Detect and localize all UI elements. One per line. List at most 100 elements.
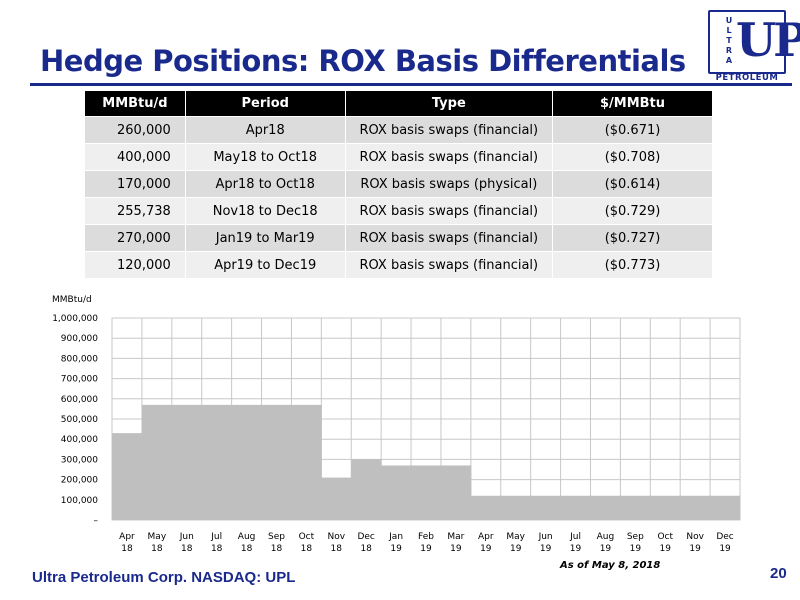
bar xyxy=(560,495,591,520)
bar xyxy=(171,404,203,520)
x-tick-label-year: 19 xyxy=(719,544,731,554)
bar xyxy=(440,465,472,520)
x-tick-label-year: 18 xyxy=(151,544,163,554)
x-tick-label-month: Mar xyxy=(447,532,464,542)
bar xyxy=(291,404,322,520)
page-number: 20 xyxy=(770,565,787,582)
x-tick-label-month: Jul xyxy=(569,532,581,542)
x-tick-label-year: 19 xyxy=(630,544,642,554)
x-tick-label-year: 18 xyxy=(271,544,283,554)
cell-type: ROX basis swaps (financial) xyxy=(345,197,554,225)
bar xyxy=(261,404,292,520)
footer-company: Ultra Petroleum Corp. NASDAQ: UPL xyxy=(32,569,296,586)
x-tick-label-year: 19 xyxy=(570,544,582,554)
bar xyxy=(201,404,233,520)
header-type: Type xyxy=(345,91,554,117)
table-row: 400,000 May18 to Oct18 ROX basis swaps (… xyxy=(85,143,713,171)
cell-period: Apr18 to Oct18 xyxy=(185,170,346,198)
table-row: 270,000 Jan19 to Mar19 ROX basis swaps (… xyxy=(85,224,713,252)
x-tick-label-month: Aug xyxy=(597,532,615,542)
cell-period: May18 to Oct18 xyxy=(185,143,346,171)
y-tick-label: – xyxy=(94,516,99,526)
bar xyxy=(680,495,711,520)
y-tick-label: 200,000 xyxy=(61,476,98,486)
x-tick-label-year: 19 xyxy=(480,544,492,554)
y-tick-label: 400,000 xyxy=(61,435,98,445)
x-tick-label-month: Apr xyxy=(478,532,494,542)
table-row: 260,000 Apr18 ROX basis swaps (financial… xyxy=(85,116,713,144)
bar xyxy=(650,495,681,520)
hedge-volume-chart: MMBtu/d – 100,000 200,000 300,000 400,000 500,… xyxy=(52,295,741,554)
title-divider xyxy=(30,83,792,86)
logo-word-letter: L xyxy=(726,26,732,35)
bar xyxy=(411,465,442,520)
as-of-note: As of May 8, 2018 xyxy=(560,560,661,571)
x-tick-label-year: 19 xyxy=(600,544,612,554)
cell-period: Apr18 xyxy=(185,116,346,144)
cell-price: ($0.727) xyxy=(552,224,713,252)
y-tick-label: 300,000 xyxy=(61,455,98,465)
x-tick-label-month: Nov xyxy=(327,532,345,542)
header-price: $/MMBtu xyxy=(552,91,713,117)
bar xyxy=(112,433,143,520)
x-tick-label-year: 19 xyxy=(689,544,701,554)
cell-volume: 270,000 xyxy=(85,224,186,252)
header-volume: MMBtu/d xyxy=(85,91,186,117)
y-tick-label: 100,000 xyxy=(61,496,98,506)
cell-type: ROX basis swaps (financial) xyxy=(345,143,554,171)
x-tick-label-month: May xyxy=(148,532,167,542)
x-tick-label-month: Feb xyxy=(418,532,434,542)
x-tick-label-year: 19 xyxy=(420,544,432,554)
cell-volume: 170,000 xyxy=(85,170,186,198)
logo-word-letter: T xyxy=(726,36,732,45)
x-tick-label-month: Sep xyxy=(268,532,285,542)
x-tick-label-month: Oct xyxy=(657,532,673,542)
header-period: Period xyxy=(185,91,346,117)
x-tick-label-year: 18 xyxy=(211,544,223,554)
table-header-row: MMBtu/d Period Type $/MMBtu xyxy=(85,91,713,117)
y-tick-label: 900,000 xyxy=(61,334,98,344)
x-tick-label-month: Dec xyxy=(357,532,374,542)
cell-volume: 255,738 xyxy=(85,197,186,225)
x-tick-label-year: 19 xyxy=(540,544,552,554)
x-tick-label-month: Sep xyxy=(627,532,644,542)
cell-type: ROX basis swaps (financial) xyxy=(345,251,554,278)
x-tick-label-year: 18 xyxy=(301,544,313,554)
cell-volume: 400,000 xyxy=(85,143,186,171)
logo-word-letter: U xyxy=(725,16,733,25)
x-tick-label-month: May xyxy=(506,532,525,542)
cell-volume: 120,000 xyxy=(85,251,186,278)
logo-word-letter: R xyxy=(725,46,733,55)
x-tick-label-month: Jun xyxy=(538,532,553,542)
cell-price: ($0.773) xyxy=(552,251,713,278)
x-tick-label-year: 18 xyxy=(181,544,193,554)
x-tick-label-month: Jan xyxy=(388,532,403,542)
cell-type: ROX basis swaps (financial) xyxy=(345,224,554,252)
x-tick-label-year: 18 xyxy=(360,544,372,554)
y-tick-label: 700,000 xyxy=(61,375,98,385)
x-tick-label-year: 18 xyxy=(331,544,343,554)
bar xyxy=(141,404,173,520)
bar xyxy=(590,495,621,520)
x-tick-label-year: 18 xyxy=(121,544,133,554)
cell-price: ($0.671) xyxy=(552,116,713,144)
logo-subtitle: PETROLEUM xyxy=(715,73,779,83)
x-tick-label-month: Jun xyxy=(179,532,194,542)
cell-period: Jan19 to Mar19 xyxy=(185,224,346,252)
table-row: 255,738 Nov18 to Dec18 ROX basis swaps (… xyxy=(85,197,713,225)
y-tick-label: 1,000,000 xyxy=(52,314,98,324)
bar xyxy=(620,495,651,520)
y-tick-label: 800,000 xyxy=(61,354,98,364)
page-title: Hedge Positions: ROX Basis Differentials xyxy=(40,44,686,78)
x-tick-label-month: Apr xyxy=(119,532,135,542)
logo-word-letter: A xyxy=(725,56,733,65)
cell-price: ($0.708) xyxy=(552,143,713,171)
cell-type: ROX basis swaps (financial) xyxy=(345,116,554,144)
cell-type: ROX basis swaps (physical) xyxy=(345,170,554,198)
cell-price: ($0.614) xyxy=(552,170,713,198)
cell-price: ($0.729) xyxy=(552,197,713,225)
logo-mark: UP xyxy=(736,13,800,67)
x-tick-label-year: 19 xyxy=(390,544,402,554)
x-tick-label-month: Oct xyxy=(299,532,315,542)
